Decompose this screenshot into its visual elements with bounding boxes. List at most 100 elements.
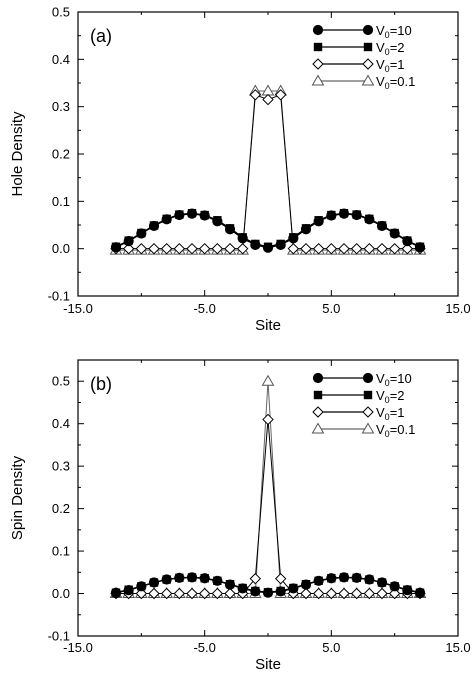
legend-marker [363,390,373,400]
data-point [212,216,223,227]
data-point [326,573,337,584]
legend-marker [363,42,373,52]
y-tick-label: -0.1 [48,289,70,304]
y-tick-label: 0.1 [52,544,70,559]
data-point [338,208,350,219]
data-point [224,587,236,600]
data-point [274,572,287,585]
data-point [338,242,350,255]
data-point [312,587,325,600]
legend-entry: V0=0.1 [311,74,415,91]
data-point [288,583,299,594]
y-tick-label: 0.0 [52,241,70,256]
data-point [275,239,286,250]
legend-entry: V0=0.1 [311,422,415,439]
y-tick-label: 0.2 [52,501,70,516]
data-point [148,242,160,255]
data-point [161,574,172,585]
data-point [174,572,185,583]
legend-label: V0=2 [376,388,405,405]
legend-label: V0=10 [376,23,412,40]
data-point [262,242,274,253]
data-point [224,224,236,235]
legend-marker [313,42,323,52]
data-point [173,242,186,255]
legend-marker [362,58,374,70]
data-point [186,242,198,255]
data-point [236,242,249,255]
data-point [224,242,236,255]
data-point [288,233,299,244]
data-point [287,242,300,255]
legend-marker [312,58,324,70]
data-point [123,235,134,247]
x-tick-label: -15.0 [63,640,93,655]
legend-label: V0=0.1 [376,422,415,439]
data-point [136,581,147,592]
data-point [376,577,388,588]
data-point [122,242,135,255]
data-point [300,224,312,235]
x-tick-label: -15.0 [63,301,93,316]
data-point [186,587,198,600]
legend-marker [311,74,325,86]
data-point [351,209,362,221]
data-point [135,242,148,255]
data-point [261,374,275,386]
data-point [148,220,160,232]
data-point [388,242,401,255]
data-point [326,210,337,221]
legend-marker [312,24,324,36]
x-tick-label: 15.0 [445,640,470,655]
data-point [364,214,375,225]
series-v0-1 [110,413,426,600]
legend-label: V0=10 [376,371,412,388]
x-tick-label: -5.0 [193,640,215,655]
legend-entry: V0=10 [312,371,412,388]
series-v0-1 [110,89,426,255]
data-point [199,210,210,221]
legend-entry: V0=10 [312,23,412,40]
legend-marker [362,372,374,384]
data-point [160,242,173,255]
data-point [261,84,275,96]
legend-label: V0=1 [376,405,405,422]
legend-marker [312,372,324,384]
data-point [186,208,198,219]
data-point [249,89,262,101]
data-point [237,233,248,244]
data-point [211,587,224,600]
legend-marker [311,422,325,434]
data-point [211,242,224,255]
y-tick-label: 0.1 [52,194,70,209]
data-point [275,586,286,597]
legend-marker [362,24,374,36]
data-point [160,587,173,600]
chart-panel-b: -0.1 0.0 0.1 0.2 0.3 0.4 0.5 -15.0 -5.0 5.0 15.0 Si… [9,359,471,673]
series-v0-10 [110,208,426,253]
y-tick-label: 0.3 [52,459,70,474]
legend-marker [361,74,375,86]
data-point [313,575,324,586]
y-axis-title: Spin Density [9,455,26,540]
panel-label: (b) [90,374,112,394]
data-point [161,214,172,225]
legend-label: V0=0.1 [376,74,415,91]
data-point [313,216,324,227]
y-tick-label: -0.1 [48,629,70,644]
panel-label: (a) [90,26,112,46]
series-line [116,94,420,250]
data-point [389,228,400,239]
y-tick-label: 0.0 [52,586,70,601]
data-point [110,587,122,598]
data-point [148,587,160,600]
legend-marker [313,390,323,400]
data-point [363,587,376,600]
data-point [325,587,338,600]
data-point [363,242,376,255]
legend-entry: V0=2 [313,388,405,405]
data-point [123,585,134,596]
chart-panel-a: -0.1 0.0 0.1 0.2 0.3 0.4 0.5 -15.0 -5.0 5.0 15.0 Si… [9,5,471,335]
